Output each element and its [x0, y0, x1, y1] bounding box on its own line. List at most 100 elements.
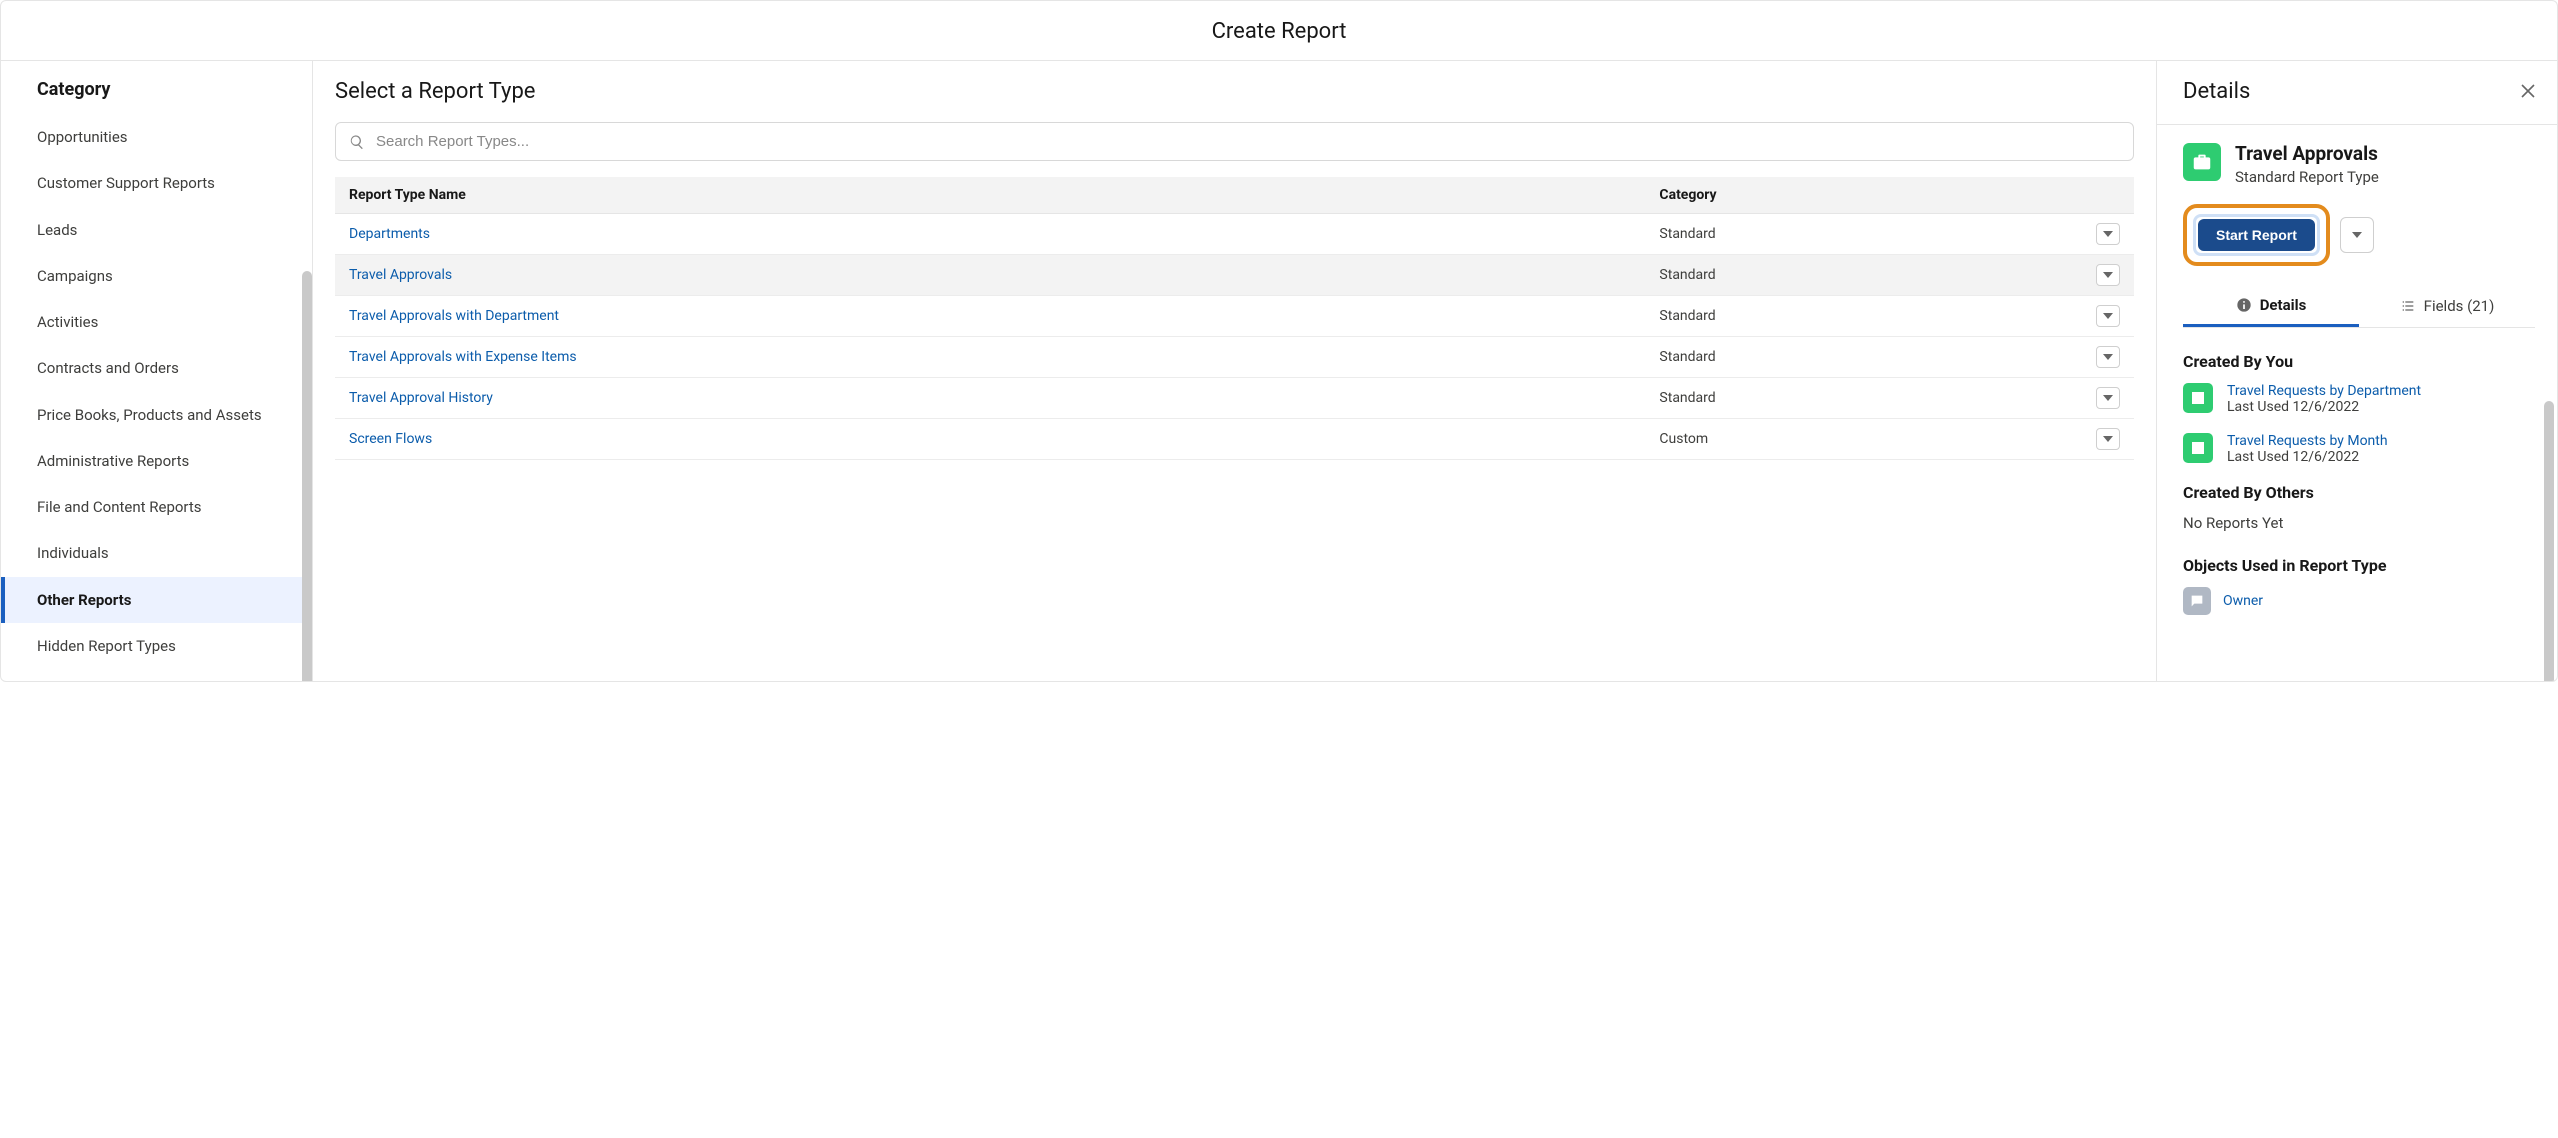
sidebar-item-category[interactable]: Contracts and Orders: [1, 345, 312, 391]
report-icon: [2183, 383, 2213, 413]
start-row: Start Report: [2183, 204, 2535, 266]
sidebar-item-category[interactable]: Campaigns: [1, 253, 312, 299]
row-actions-dropdown[interactable]: [2096, 305, 2120, 327]
report-chart-icon: [2189, 389, 2207, 407]
report-type-link[interactable]: Travel Approval History: [349, 390, 493, 406]
start-report-button[interactable]: Start Report: [2198, 219, 2315, 251]
report-list-item[interactable]: Travel Requests by DepartmentLast Used 1…: [2183, 383, 2535, 415]
report-type-category: Standard: [1659, 308, 1715, 324]
sidebar-title: Category: [1, 79, 312, 114]
category-sidebar: Category OpportunitiesCustomer Support R…: [1, 61, 313, 681]
report-type-header: Travel Approvals Standard Report Type: [2183, 143, 2535, 186]
table-row[interactable]: Travel Approvals Standard: [335, 255, 2134, 296]
chevron-down-icon: [2103, 436, 2113, 442]
sidebar-item-category[interactable]: Price Books, Products and Assets: [1, 392, 312, 438]
tab-details-label: Details: [2260, 296, 2307, 314]
col-category-header: Category: [1645, 177, 2082, 214]
tab-details[interactable]: Details: [2183, 288, 2359, 327]
section-title: Objects Used in Report Type: [2183, 556, 2535, 575]
details-tabs: Details Fields (21): [2183, 288, 2535, 328]
main-title: Select a Report Type: [335, 79, 2134, 104]
sidebar-item-category[interactable]: Hidden Report Types: [1, 623, 312, 669]
object-name[interactable]: Owner: [2223, 593, 2263, 609]
sidebar-item-category[interactable]: Opportunities: [1, 114, 312, 160]
report-name[interactable]: Travel Requests by Month: [2227, 433, 2388, 449]
search-wrap: [335, 122, 2134, 161]
chevron-down-icon: [2103, 231, 2113, 237]
sidebar-item-category[interactable]: Activities: [1, 299, 312, 345]
close-icon: [2521, 84, 2535, 98]
report-type-table: Report Type Name Category Departments Sta…: [335, 177, 2134, 460]
row-actions-dropdown[interactable]: [2096, 264, 2120, 286]
section-title: Created By You: [2183, 352, 2535, 371]
info-icon: [2236, 297, 2252, 313]
chevron-down-icon: [2103, 395, 2113, 401]
sidebar-item-category[interactable]: File and Content Reports: [1, 484, 312, 530]
modal-title: Create Report: [1, 1, 2557, 61]
chevron-down-icon: [2103, 272, 2113, 278]
report-last-used: Last Used 12/6/2022: [2227, 449, 2388, 465]
empty-text: No Reports Yet: [2183, 514, 2535, 532]
report-type-name: Travel Approvals: [2235, 143, 2379, 166]
section-created-by-others: Created By Others No Reports Yet: [2183, 483, 2535, 532]
section-created-by-you: Created By You Travel Requests by Depart…: [2183, 352, 2535, 465]
chat-icon: [2189, 593, 2205, 609]
report-type-link[interactable]: Travel Approvals with Expense Items: [349, 349, 577, 365]
section-objects-used: Objects Used in Report Type Owner: [2183, 556, 2535, 615]
report-type-category: Standard: [1659, 349, 1715, 365]
row-actions-dropdown[interactable]: [2096, 428, 2120, 450]
section-title: Created By Others: [2183, 483, 2535, 502]
sidebar-item-category[interactable]: Individuals: [1, 530, 312, 576]
report-chart-icon: [2189, 439, 2207, 457]
table-row[interactable]: Travel Approvals with Department Standard: [335, 296, 2134, 337]
chevron-down-icon: [2103, 313, 2113, 319]
table-row[interactable]: Screen Flows Custom: [335, 419, 2134, 460]
category-list: OpportunitiesCustomer Support ReportsLea…: [1, 114, 312, 669]
chevron-down-icon: [2103, 354, 2113, 360]
sidebar-item-category[interactable]: Leads: [1, 207, 312, 253]
tab-fields[interactable]: Fields (21): [2359, 288, 2535, 327]
create-report-modal: Create Report Category OpportunitiesCust…: [0, 0, 2558, 682]
report-name[interactable]: Travel Requests by Department: [2227, 383, 2421, 399]
details-panel: Details Travel Approvals Standard Report…: [2157, 61, 2557, 681]
tab-fields-label: Fields (21): [2424, 297, 2495, 315]
table-row[interactable]: Travel Approvals with Expense Items Stand…: [335, 337, 2134, 378]
object-list-item[interactable]: Owner: [2183, 587, 2535, 615]
modal-body: Category OpportunitiesCustomer Support R…: [1, 61, 2557, 681]
report-list-item[interactable]: Travel Requests by MonthLast Used 12/6/2…: [2183, 433, 2535, 465]
report-last-used: Last Used 12/6/2022: [2227, 399, 2421, 415]
sidebar-scrollbar[interactable]: [302, 271, 312, 682]
chevron-down-icon: [2352, 232, 2362, 238]
sidebar-item-category[interactable]: Administrative Reports: [1, 438, 312, 484]
close-button[interactable]: [2521, 82, 2535, 102]
search-icon: [349, 134, 365, 150]
report-type-category: Standard: [1659, 390, 1715, 406]
table-row[interactable]: Departments Standard: [335, 214, 2134, 255]
start-report-dropdown[interactable]: [2340, 217, 2374, 253]
sidebar-item-category[interactable]: Other Reports: [1, 577, 312, 623]
report-type-link[interactable]: Screen Flows: [349, 431, 432, 447]
search-input[interactable]: [335, 122, 2134, 161]
details-scrollbar[interactable]: [2544, 401, 2554, 682]
table-row[interactable]: Travel Approval History Standard: [335, 378, 2134, 419]
report-type-icon: [2183, 143, 2221, 181]
report-type-link[interactable]: Travel Approvals with Department: [349, 308, 559, 324]
report-type-link[interactable]: Departments: [349, 226, 430, 242]
report-type-category: Standard: [1659, 226, 1715, 242]
report-type-category: Standard: [1659, 267, 1715, 283]
row-actions-dropdown[interactable]: [2096, 346, 2120, 368]
list-icon: [2400, 298, 2416, 314]
col-name-header: Report Type Name: [335, 177, 1645, 214]
details-title: Details: [2183, 79, 2250, 104]
col-action-header: [2082, 177, 2134, 214]
object-icon: [2183, 587, 2211, 615]
row-actions-dropdown[interactable]: [2096, 223, 2120, 245]
row-actions-dropdown[interactable]: [2096, 387, 2120, 409]
report-type-panel: Select a Report Type Report Type Name Ca…: [313, 61, 2157, 681]
report-type-link[interactable]: Travel Approvals: [349, 267, 452, 283]
details-separator: [2157, 124, 2558, 125]
sidebar-item-category[interactable]: Customer Support Reports: [1, 160, 312, 206]
tutorial-highlight: Start Report: [2183, 204, 2330, 266]
report-icon: [2183, 433, 2213, 463]
report-type-category: Custom: [1659, 431, 1708, 447]
